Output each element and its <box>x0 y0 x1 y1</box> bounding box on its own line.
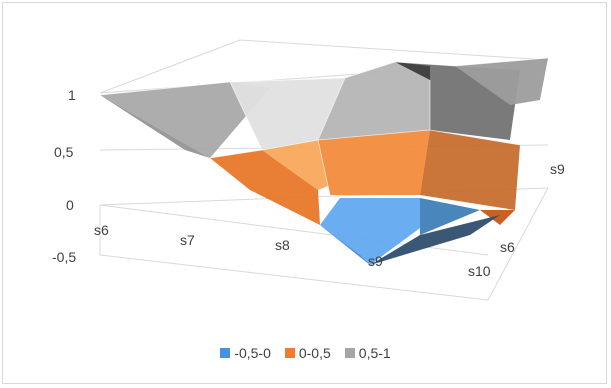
grid-top-right <box>239 39 549 61</box>
surface-orange-right <box>420 130 520 210</box>
legend-swatch-gray <box>344 348 355 358</box>
legend: -0,5-0 0-0,5 0,5-1 <box>0 345 611 361</box>
legend-swatch-blue <box>220 348 231 358</box>
z-tick-1: 1 <box>68 87 76 103</box>
z-tick-05: 0,5 <box>54 144 74 160</box>
surface-gray-front-left <box>100 95 210 158</box>
surface-orange-small <box>480 210 515 225</box>
z-tick-neg05: -0,5 <box>52 249 76 265</box>
surface-gray-light <box>230 78 345 150</box>
surface-blue-left <box>320 198 420 265</box>
surface-orange-center <box>318 130 430 195</box>
surface-gray-center <box>318 62 430 140</box>
depth-tick-s10: s10 <box>468 263 491 279</box>
surface-patches <box>100 58 548 265</box>
legend-item-series-1: -0,5-0 <box>220 345 271 361</box>
surface-gray-darkest <box>395 62 430 80</box>
legend-swatch-orange <box>284 348 295 358</box>
surface-edges <box>99 57 549 196</box>
x-tick-s7: s7 <box>180 232 195 248</box>
surface-orange-left <box>210 150 320 225</box>
x-tick-s9: s9 <box>368 253 383 269</box>
legend-item-series-2: 0-0,5 <box>284 345 331 361</box>
grid-top-left <box>99 39 241 94</box>
surface-gray-right-top <box>455 58 548 105</box>
depth-tick-s6: s6 <box>500 239 515 255</box>
legend-item-series-3: 0,5-1 <box>344 345 391 361</box>
surface-blue-dark <box>370 215 500 265</box>
depth-tick-s9: s9 <box>550 161 565 177</box>
surface-orange-light <box>262 140 330 190</box>
x-tick-s6: s6 <box>94 222 109 238</box>
grid-floor-front <box>99 254 489 301</box>
x-tick-s8: s8 <box>275 237 290 253</box>
grid-floor-right <box>487 187 549 301</box>
legend-label-series-3: 0,5-1 <box>358 345 391 361</box>
legend-label-series-1: -0,5-0 <box>234 345 271 361</box>
surface-gray-back-left <box>100 82 270 158</box>
z-tick-0: 0 <box>66 197 74 213</box>
surface-blue-front <box>320 225 370 265</box>
surface-blue-right <box>420 198 480 235</box>
legend-label-series-2: 0-0,5 <box>298 345 331 361</box>
